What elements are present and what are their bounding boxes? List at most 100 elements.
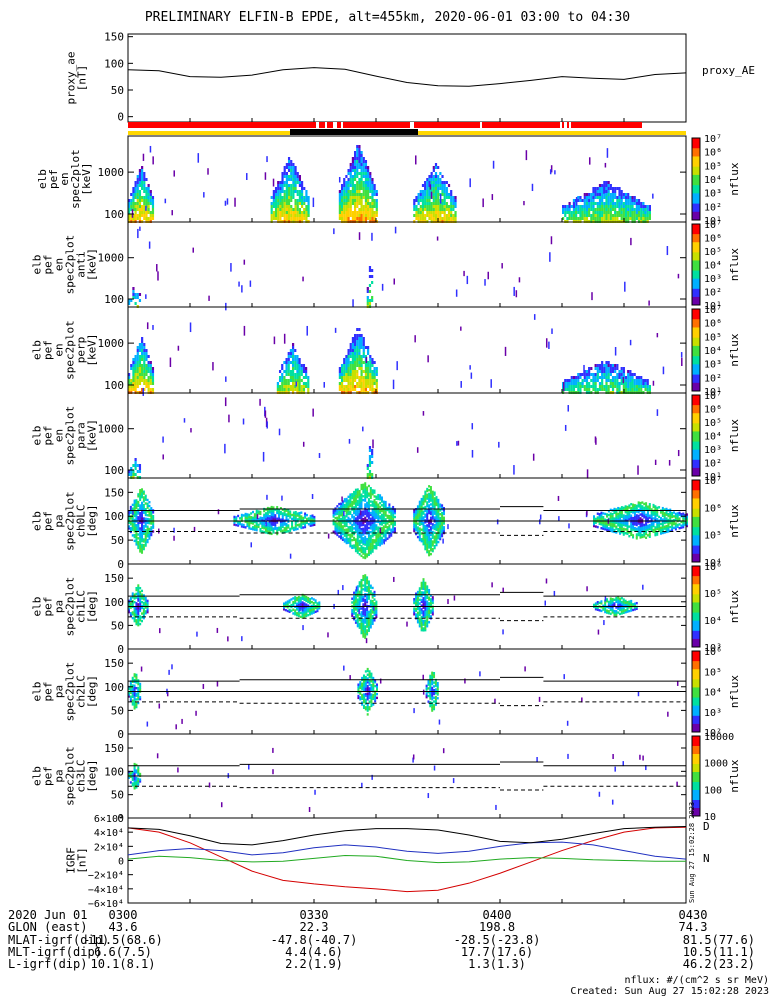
spectrogram-cell — [437, 502, 440, 506]
spectrogram-cell — [424, 190, 427, 193]
spectrogram-cell — [611, 205, 615, 208]
spectrogram-cell — [353, 511, 356, 515]
spectrogram-cell — [633, 373, 636, 376]
spectrogram-cell — [431, 502, 434, 505]
colorbar-tick-label: 10² — [704, 288, 722, 299]
spectrogram-speck — [338, 176, 341, 183]
spectrogram-cell — [362, 556, 365, 559]
spectrogram-cell — [349, 181, 352, 184]
spectrogram-cell — [360, 193, 363, 196]
spectrogram-cell — [358, 528, 361, 531]
spectrogram-cell — [570, 382, 573, 385]
spectrogram-cell — [137, 537, 140, 540]
spectrogram-cell — [129, 596, 132, 600]
spectrogram-cell — [645, 530, 648, 534]
spectrogram-speck — [183, 418, 186, 423]
spectrogram-cell — [133, 539, 136, 543]
spectrogram-cell — [136, 367, 139, 370]
spectrogram-cell — [143, 358, 146, 361]
spectrogram-cell — [294, 217, 297, 220]
spectrogram-cell — [375, 202, 378, 205]
spectrogram-cell — [629, 385, 632, 388]
spectrogram-cell — [392, 521, 395, 524]
spectrogram-cell — [279, 214, 282, 217]
spectrogram-cell — [134, 467, 137, 470]
spectrogram-cell — [428, 534, 431, 538]
spectrogram-cell — [393, 515, 396, 519]
spectrogram-cell — [360, 163, 363, 166]
spectrogram-cell — [302, 388, 306, 391]
spectrogram-cell — [141, 181, 144, 184]
spectrogram-cell — [259, 518, 262, 521]
spectrogram-cell — [596, 373, 599, 376]
spectrogram-cell — [428, 550, 431, 553]
spectrogram-cell — [133, 512, 136, 516]
spectrogram-cell — [300, 184, 304, 187]
spectrogram-cell — [279, 208, 282, 211]
spectrogram-cell — [375, 545, 378, 548]
spectrogram-cell — [420, 539, 423, 543]
spectrogram-cell — [151, 388, 155, 391]
spectrogram-cell — [601, 184, 604, 187]
spectrogram-cell — [362, 514, 365, 517]
spectrogram-cell — [360, 151, 363, 154]
spectrogram-cell — [607, 211, 610, 214]
spectrogram-cell — [433, 531, 436, 535]
spectrogram-cell — [622, 385, 625, 388]
spectrogram-cell — [277, 214, 280, 217]
spectrogram-cell — [147, 196, 150, 199]
spectrogram-cell — [645, 506, 648, 509]
spectrogram-speck — [266, 494, 268, 500]
colorbar-segment — [692, 248, 700, 251]
spectrogram-cell — [347, 217, 350, 220]
spectrogram-cell — [639, 526, 642, 530]
spectrogram-cell — [128, 527, 130, 530]
spectrogram-cell — [424, 193, 427, 196]
spectrogram-cell — [367, 553, 370, 556]
spectrogram-cell — [641, 518, 644, 521]
spectrogram-cell — [631, 373, 634, 376]
spectrogram-cell — [656, 525, 659, 529]
spectrogram-cell — [437, 525, 440, 528]
spectrogram-cell — [445, 187, 448, 190]
spectrogram-cell — [303, 208, 306, 211]
spectrogram-cell — [366, 509, 369, 512]
spectrogram-cell — [338, 506, 341, 510]
spectrogram-cell — [637, 501, 640, 504]
spectrogram-cell — [141, 199, 144, 202]
spectrogram-speck — [439, 193, 442, 204]
spectrogram-cell — [360, 503, 363, 506]
spectrogram-cell — [345, 518, 348, 522]
spectrogram-cell — [643, 506, 646, 509]
spectrogram-cell — [442, 520, 445, 523]
spectrogram-cell — [369, 530, 372, 534]
spectrogram-cell — [433, 502, 436, 506]
spectrogram-cell — [630, 514, 633, 517]
spectrogram-cell — [145, 355, 148, 358]
spectrogram-speck — [501, 263, 503, 269]
spectrogram-cell — [358, 196, 361, 199]
spectrogram-cell — [362, 521, 365, 525]
spectrogram-cell — [143, 178, 146, 181]
spectrogram-cell — [570, 385, 573, 388]
spectrogram-cell — [141, 522, 144, 526]
spectrogram-speck — [558, 516, 560, 522]
spectrogram-cell — [340, 502, 343, 505]
colorbar-segment — [692, 510, 700, 514]
spectrogram-cell — [151, 199, 155, 202]
spectrogram-cell — [627, 202, 630, 205]
spectrogram-cell — [143, 187, 146, 190]
spectrogram-cell — [439, 534, 442, 537]
spectrogram-cell — [643, 523, 646, 527]
spectrogram-cell — [592, 382, 595, 385]
spectrogram-cell — [303, 217, 306, 220]
spectrogram-cell — [287, 160, 291, 163]
spectrogram-cell — [441, 506, 444, 509]
spectrogram-cell — [390, 520, 393, 524]
spectrogram-cell — [373, 211, 376, 214]
spectrogram-cell — [266, 508, 269, 512]
spectrogram-cell — [133, 505, 136, 508]
spectrogram-cell — [360, 199, 363, 202]
spectrogram-cell — [138, 299, 142, 302]
spectrogram-speck — [226, 198, 229, 205]
